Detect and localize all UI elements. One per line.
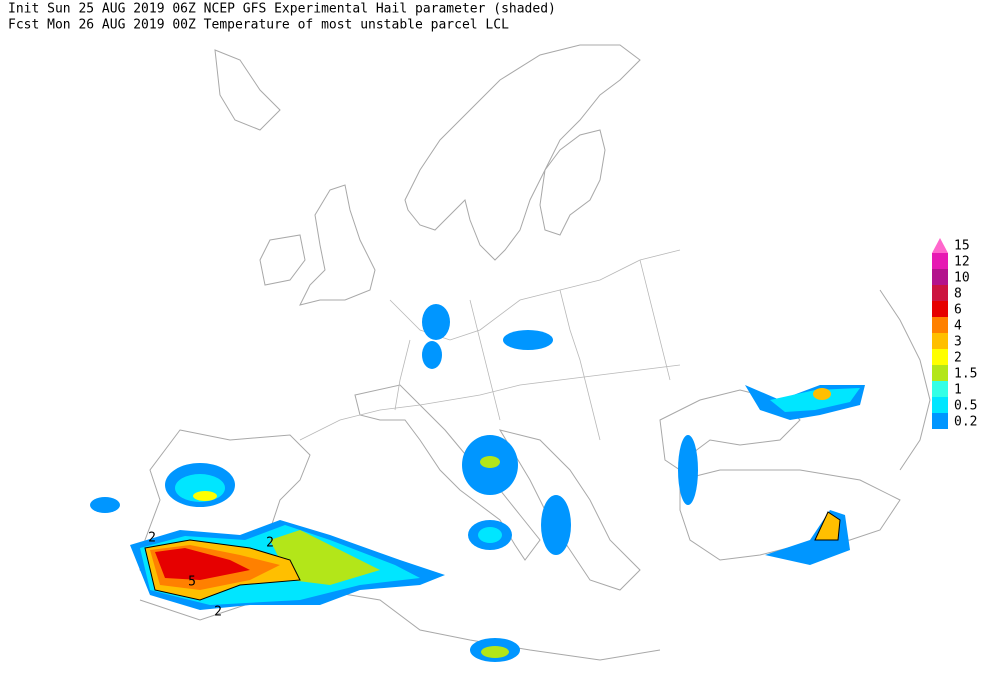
- legend-label: 8: [954, 287, 962, 302]
- legend-label: 0.2: [954, 415, 977, 430]
- legend-swatch: [932, 365, 948, 381]
- header-line: Init Sun 25 AUG 2019 06Z NCEP GFS Experi…: [8, 2, 556, 17]
- header-line: Fcst Mon 26 AUG 2019 00Z Temperature of …: [8, 18, 509, 33]
- legend-swatch: [932, 381, 948, 397]
- contour-label: 2: [148, 531, 156, 546]
- hail-shading: [90, 304, 865, 662]
- legend-swatch: [932, 285, 948, 301]
- legend-swatch: [932, 397, 948, 413]
- contour-label: 2: [266, 536, 274, 551]
- legend-swatch: [932, 317, 948, 333]
- contour-labels: 2 2 5 2: [148, 531, 274, 620]
- legend-label: 4: [954, 319, 962, 334]
- legend-swatch: [932, 349, 948, 365]
- legend-swatch: [932, 301, 948, 317]
- legend-label: 0.5: [954, 399, 977, 414]
- legend-swatch: [932, 253, 948, 269]
- contour-label: 2: [214, 605, 222, 620]
- legend-label: 1.5: [954, 367, 977, 382]
- legend-swatch: [932, 269, 948, 285]
- legend-label: 12: [954, 255, 970, 270]
- borders: [299, 249, 681, 441]
- legend-label: 10: [954, 271, 970, 286]
- legend-label: 1: [954, 383, 962, 398]
- legend-label: 15: [954, 239, 970, 254]
- legend-triangle: [932, 238, 948, 253]
- legend-label: 3: [954, 335, 962, 350]
- contour-label: 5: [188, 575, 196, 590]
- legend-label: 2: [954, 351, 962, 366]
- legend-swatch: [932, 413, 948, 429]
- legend-label: 6: [954, 303, 962, 318]
- legend-swatch: [932, 333, 948, 349]
